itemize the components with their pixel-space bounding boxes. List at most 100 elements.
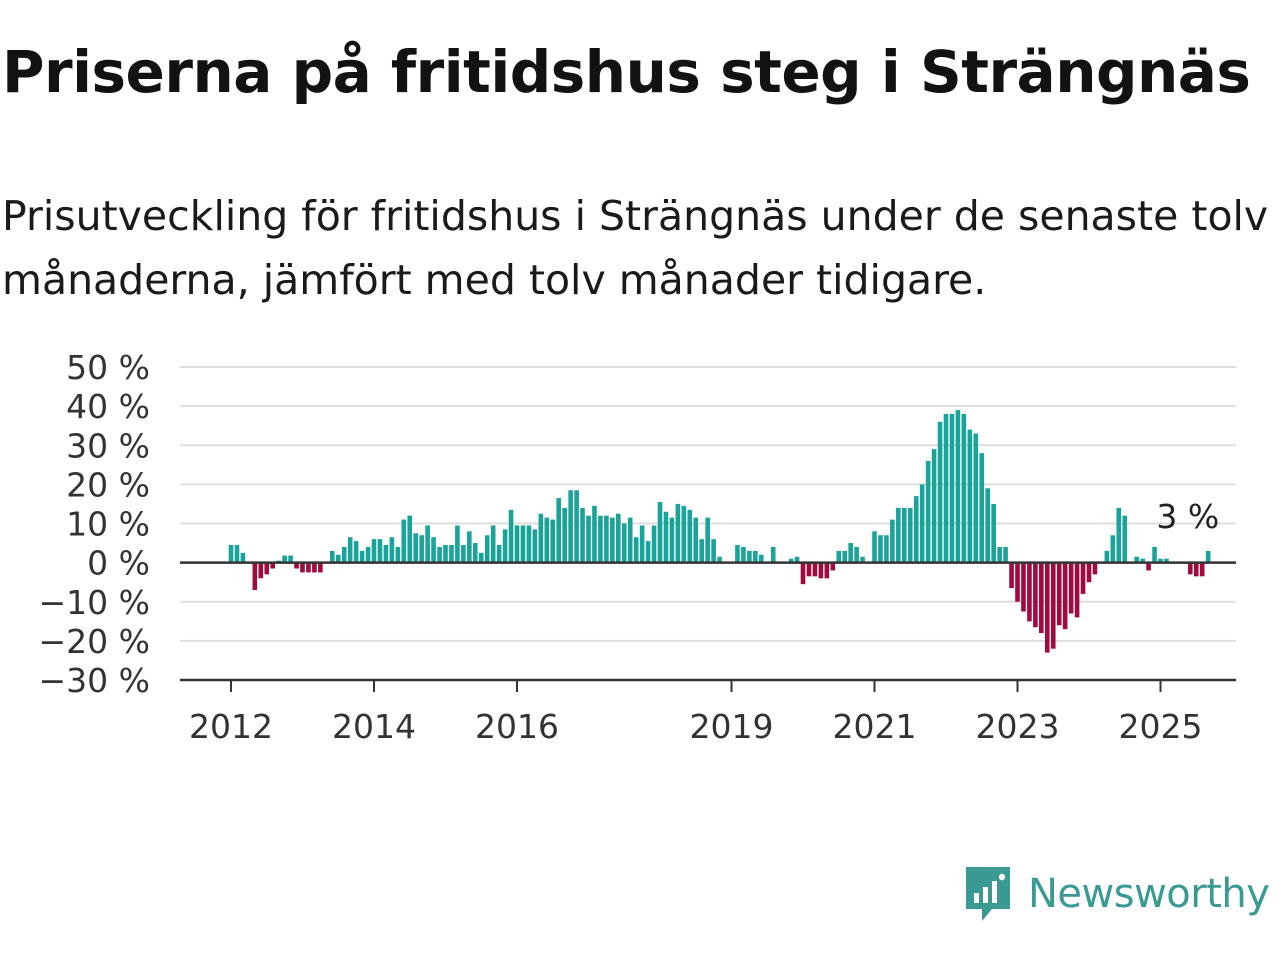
bar-2021-09 — [919, 484, 925, 563]
bar-2020-02 — [806, 562, 812, 577]
bar-2018-10 — [711, 539, 716, 563]
bar-2020-07 — [836, 550, 842, 563]
bar-2019-12 — [794, 556, 800, 563]
bar-2013-06 — [329, 550, 335, 563]
bar-2020-10 — [854, 546, 859, 563]
bar-2015-08 — [484, 535, 490, 563]
x-tick-label: 2021 — [833, 707, 917, 746]
y-axis-labels: 50 %40 %30 %20 %10 %0 %−10 %−20 %−30 % — [39, 348, 151, 700]
bar-2017-09 — [633, 537, 639, 563]
bar-2016-10 — [568, 490, 573, 563]
bar-2022-03 — [955, 410, 961, 563]
bar-2024-07 — [1122, 515, 1128, 563]
annotations: 3 % — [1156, 497, 1219, 536]
bar-2021-07 — [907, 507, 913, 563]
y-tick-label: −10 % — [39, 583, 151, 622]
brand-logo: Newsworthy — [962, 862, 1270, 926]
bar-2016-03 — [526, 525, 532, 563]
bar-2024-09 — [1134, 556, 1139, 563]
bar-2015-06 — [472, 543, 478, 563]
bar-2012-01 — [228, 545, 234, 563]
bar-2016-11 — [574, 490, 579, 563]
y-tick-label: 20 % — [66, 465, 150, 504]
bar-2019-03 — [741, 546, 746, 563]
bar-2014-04 — [389, 537, 395, 563]
brand-name: Newsworthy — [1028, 871, 1270, 917]
bar-2023-04 — [1033, 562, 1038, 628]
bar-2017-03 — [598, 515, 603, 563]
newsworthy-logo-icon — [966, 867, 1010, 921]
bar-2022-06 — [973, 433, 979, 563]
y-tick-label: 10 % — [66, 505, 150, 544]
bar-2013-01 — [300, 562, 305, 573]
bar-2012-12 — [294, 562, 299, 569]
bar-2014-01 — [371, 539, 377, 563]
bar-2019-05 — [753, 550, 758, 563]
bar-2013-11 — [359, 550, 365, 563]
bar-2022-11 — [1003, 546, 1008, 563]
bar-2016-09 — [562, 507, 567, 563]
bar-2017-11 — [645, 541, 651, 563]
bar-2012-11 — [288, 555, 293, 563]
bar-2014-06 — [401, 519, 407, 563]
y-tick-label: 30 % — [66, 426, 150, 465]
bar-2015-07 — [478, 552, 484, 563]
bar-2018-06 — [687, 509, 693, 563]
bar-2014-12 — [437, 546, 442, 563]
bar-chart: 50 %40 %30 %20 %10 %0 %−10 %−20 %−30 % 2… — [39, 348, 1236, 746]
bar-2013-03 — [312, 562, 317, 573]
bar-2022-08 — [985, 488, 991, 563]
bar-2012-05 — [252, 562, 258, 591]
bar-2019-06 — [758, 554, 764, 563]
bar-2025-02 — [1164, 558, 1169, 563]
bar-2013-07 — [335, 554, 341, 563]
bar-2012-03 — [240, 552, 246, 563]
bar-2013-04 — [318, 562, 323, 573]
x-tick-label: 2019 — [690, 707, 774, 746]
bar-2012-02 — [234, 545, 240, 563]
bar-2024-11 — [1146, 562, 1151, 571]
bar-2023-09 — [1062, 562, 1068, 630]
chart-subtitle: Prisutveckling för fritidshus i Strängnä… — [2, 192, 1269, 304]
bar-2017-02 — [592, 505, 597, 563]
y-tick-label: 40 % — [66, 387, 150, 426]
bar-2014-02 — [377, 539, 383, 563]
bar-2013-12 — [365, 546, 371, 563]
bar-2015-01 — [443, 545, 448, 563]
bar-2015-12 — [508, 509, 514, 563]
bar-2015-02 — [449, 545, 454, 563]
bar-2020-01 — [800, 562, 806, 585]
bar-2022-10 — [997, 546, 1002, 563]
bar-2020-06 — [830, 562, 836, 571]
bar-2020-08 — [842, 550, 848, 563]
bar-2021-03 — [884, 535, 889, 563]
bar-2014-09 — [419, 535, 424, 563]
bar-2023-11 — [1074, 562, 1080, 618]
chart-title: Priserna på fritidshus steg i Strängnäs — [2, 38, 1251, 106]
bar-2024-12 — [1152, 546, 1157, 563]
bar-2016-12 — [580, 507, 585, 563]
x-tick-label: 2023 — [976, 707, 1060, 746]
bar-2016-07 — [550, 519, 556, 563]
bar-2022-01 — [943, 413, 949, 563]
bar-2025-06 — [1187, 562, 1193, 575]
bar-2018-04 — [675, 503, 681, 563]
x-tick-label: 2025 — [1119, 707, 1203, 746]
bar-2018-03 — [669, 517, 675, 563]
bar-2015-09 — [490, 525, 496, 563]
bar-2019-04 — [747, 550, 752, 563]
bar-2020-11 — [860, 556, 865, 563]
bars — [228, 410, 1211, 653]
bar-2025-07 — [1193, 562, 1199, 577]
bar-2022-04 — [961, 413, 967, 563]
bar-2018-02 — [663, 511, 669, 563]
bar-2016-01 — [514, 525, 520, 563]
bar-2024-02 — [1092, 562, 1098, 575]
bar-2018-01 — [657, 501, 663, 563]
bar-2016-05 — [538, 513, 544, 563]
bar-2016-04 — [532, 529, 538, 563]
bar-2014-07 — [407, 515, 413, 563]
bar-2023-01 — [1015, 562, 1020, 602]
bar-2023-02 — [1021, 562, 1026, 612]
bar-2019-08 — [770, 546, 776, 563]
